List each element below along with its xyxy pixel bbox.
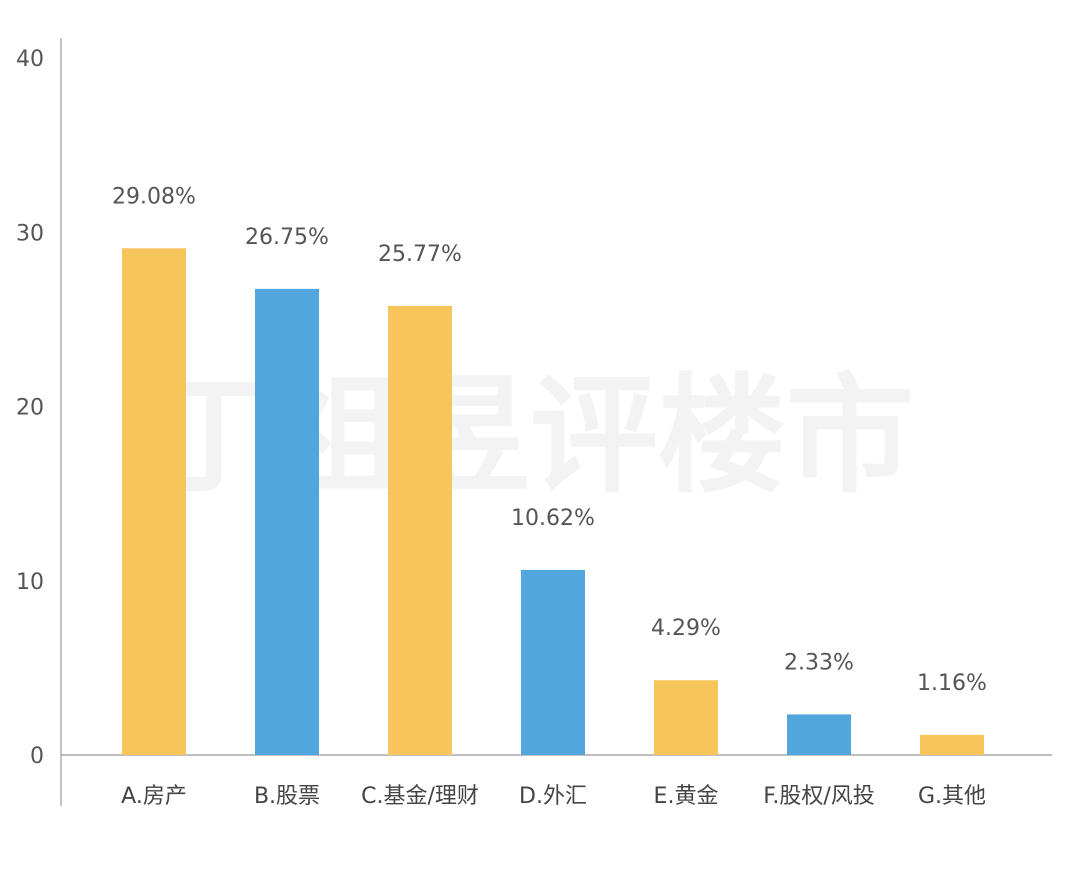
category-label: F.股权/风投 <box>763 784 875 809</box>
bar <box>787 714 851 755</box>
y-tick-label: 40 <box>16 47 44 72</box>
y-tick-label: 0 <box>30 744 44 769</box>
category-label: E.黄金 <box>654 784 719 809</box>
bar <box>388 305 452 755</box>
data-label: 1.16% <box>917 671 987 696</box>
x-axis-categories: A.房产 B.股票 C.基金/理财 D.外汇 E.黄金 F.股权/风投 G.其他 <box>121 784 986 809</box>
category-label: B.股票 <box>254 784 320 809</box>
data-label: 10.62% <box>511 506 595 531</box>
data-label: 26.75% <box>245 225 329 250</box>
y-axis-ticks: 0 10 20 30 40 <box>16 47 44 769</box>
bar <box>521 569 585 755</box>
bar <box>920 734 984 755</box>
category-label: A.房产 <box>121 784 187 809</box>
data-label: 2.33% <box>784 650 854 675</box>
data-label: 4.29% <box>651 616 721 641</box>
bar <box>255 288 319 755</box>
bar <box>654 680 718 755</box>
bar <box>122 248 186 755</box>
y-tick-label: 10 <box>16 570 44 595</box>
y-tick-label: 30 <box>16 221 44 246</box>
data-label: 25.77% <box>378 242 462 267</box>
category-label: G.其他 <box>918 784 986 809</box>
category-label: C.基金/理财 <box>361 784 479 809</box>
data-label: 29.08% <box>112 184 196 209</box>
data-labels: 29.08% 26.75% 25.77% 10.62% 4.29% 2.33% 1.16% <box>112 184 987 696</box>
bars <box>122 248 984 755</box>
category-label: D.外汇 <box>519 784 587 809</box>
y-tick-label: 20 <box>16 396 44 421</box>
